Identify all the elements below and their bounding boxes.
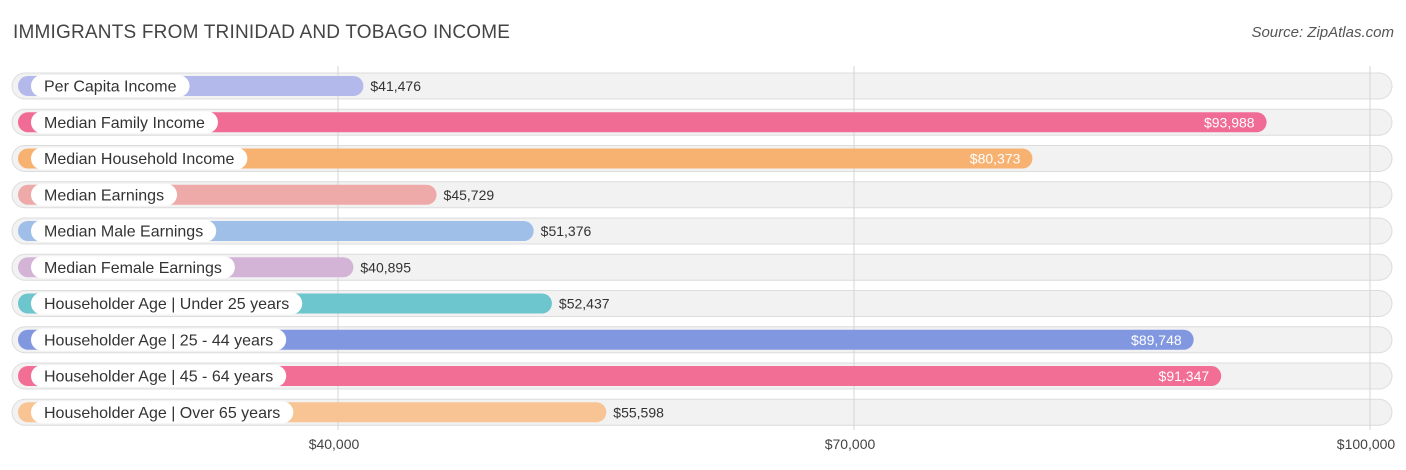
x-axis-ticks: $40,000 $70,000 $100,000 xyxy=(309,436,1396,452)
bar xyxy=(18,366,1222,386)
bar-group: Median Male Earnings $51,376 xyxy=(18,220,591,242)
value-label: $41,476 xyxy=(370,78,421,94)
category-label-pill xyxy=(31,328,287,351)
category-label: Householder Age | 45 - 64 years xyxy=(44,369,273,386)
category-label: Median Earnings xyxy=(44,187,164,204)
category-label: Householder Age | Over 65 years xyxy=(44,405,280,422)
value-label: $52,437 xyxy=(559,296,610,312)
value-label: $91,347 xyxy=(1159,368,1210,384)
value-label: $55,598 xyxy=(613,404,664,420)
x-tick-label: $100,000 xyxy=(1337,436,1396,452)
chart-title: IMMIGRANTS FROM TRINIDAD AND TOBAGO INCO… xyxy=(13,22,511,43)
category-label-pill xyxy=(31,292,303,315)
row-background xyxy=(11,253,1393,281)
category-label-pill xyxy=(31,183,178,206)
category-label-pill xyxy=(31,365,287,387)
value-label: $40,895 xyxy=(360,259,411,275)
category-label: Median Household Income xyxy=(44,151,234,168)
value-label: $51,376 xyxy=(541,223,592,239)
bars: Per Capita Income $41,476 Median Family In… xyxy=(18,75,1267,424)
category-label: Median Male Earnings xyxy=(44,224,203,241)
x-tick-label: $70,000 xyxy=(825,436,876,452)
bar xyxy=(18,329,1194,350)
x-tick-label: $40,000 xyxy=(309,436,360,452)
bar-group: Median Household Income $80,373 xyxy=(18,147,1033,170)
category-label: Householder Age | 25 - 44 years xyxy=(44,332,273,349)
value-label: $80,373 xyxy=(970,151,1021,167)
value-label: $89,748 xyxy=(1131,332,1182,348)
bar-group: Householder Age | Over 65 years $55,598 xyxy=(18,401,664,424)
value-label: $45,729 xyxy=(444,187,495,203)
bar xyxy=(18,112,1267,133)
category-label-pill xyxy=(31,401,294,424)
category-label-pill xyxy=(31,256,235,279)
category-label-pill xyxy=(31,75,190,97)
category-label-pill xyxy=(31,220,217,242)
bar-group: Householder Age | Under 25 years $52,437 xyxy=(18,292,610,315)
bar-group: Per Capita Income $41,476 xyxy=(18,75,421,97)
value-label: $93,988 xyxy=(1204,114,1255,130)
category-label: Householder Age | Under 25 years xyxy=(44,296,289,313)
bar-group: Median Female Earnings $40,895 xyxy=(18,256,411,279)
bar-group: Householder Age | 25 - 44 years $89,748 xyxy=(18,328,1194,351)
bar xyxy=(18,148,1033,169)
source-credit: Source: ZipAtlas.com xyxy=(1251,24,1394,41)
bar-group: Householder Age | 45 - 64 years $91,347 xyxy=(18,365,1222,387)
category-label-pill xyxy=(31,111,218,134)
bar-group: Median Earnings $45,729 xyxy=(18,183,495,206)
category-label-pill xyxy=(31,147,248,170)
category-label: Per Capita Income xyxy=(44,79,177,96)
category-label: Median Female Earnings xyxy=(44,260,222,277)
bar-group: Median Family Income $93,988 xyxy=(18,111,1267,134)
category-label: Median Family Income xyxy=(44,115,205,132)
